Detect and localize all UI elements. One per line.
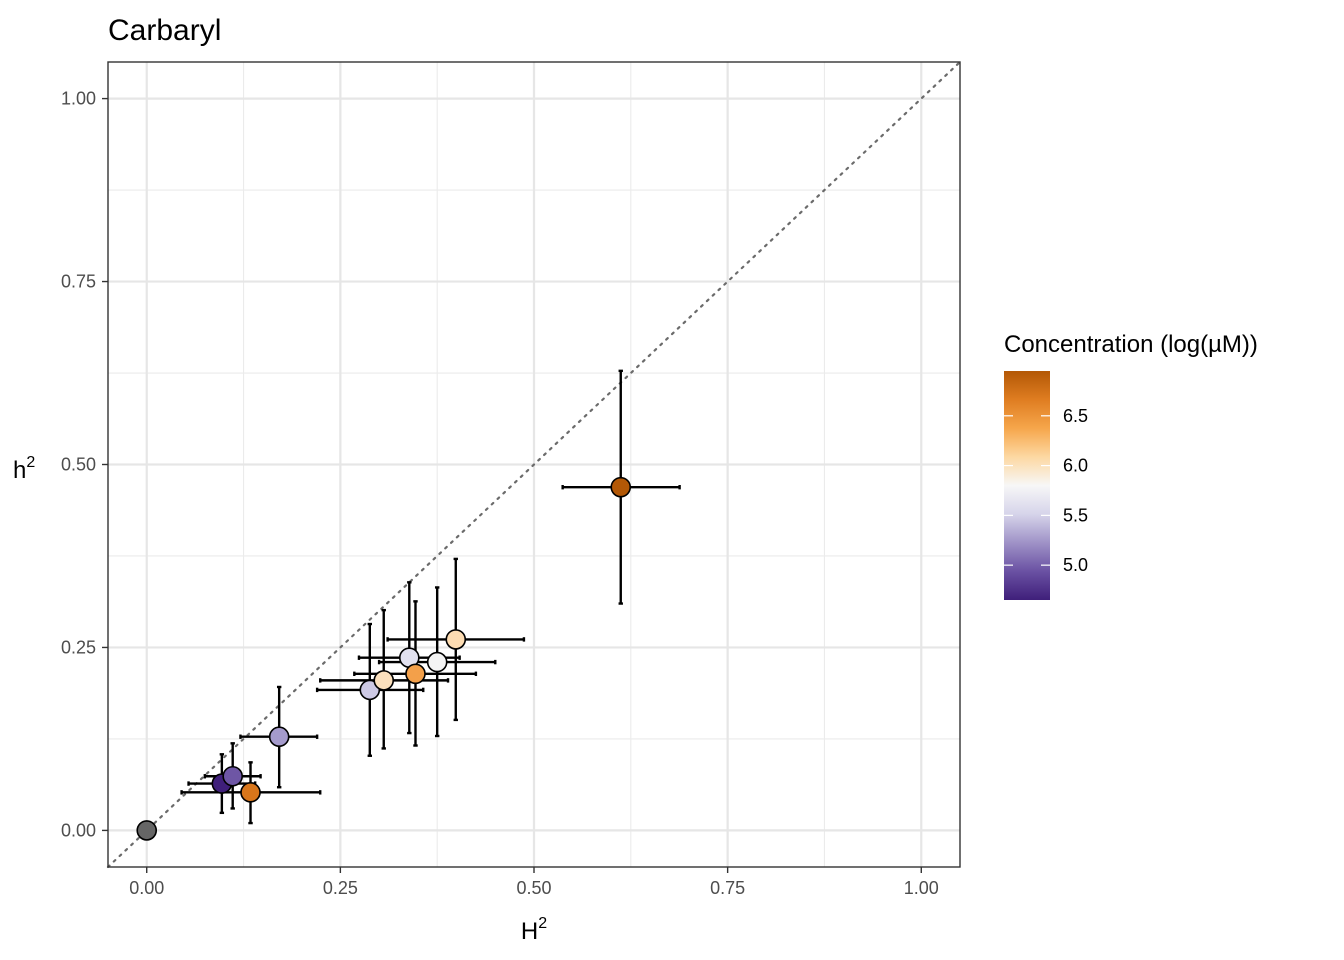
x-axis-title-superscript: 2 bbox=[538, 915, 547, 932]
data-point bbox=[610, 476, 632, 498]
y-axis-title-superscript: 2 bbox=[26, 454, 35, 471]
data-point bbox=[445, 629, 467, 650]
x-tick-label: 0.50 bbox=[516, 878, 551, 898]
data-point bbox=[268, 726, 290, 748]
y-tick-label: 0.25 bbox=[61, 637, 96, 657]
y-axis: 0.00 0.25 0.50 0.75 1.00 bbox=[61, 89, 108, 840]
x-axis: 0.00 0.25 0.50 0.75 1.00 bbox=[129, 867, 939, 898]
data-points bbox=[136, 476, 632, 841]
y-tick-label: 1.00 bbox=[61, 89, 96, 109]
legend-tick-label: 5.0 bbox=[1063, 555, 1088, 575]
y-tick-label: 0.00 bbox=[61, 820, 96, 840]
x-tick-label: 0.25 bbox=[323, 878, 358, 898]
y-tick-label: 0.50 bbox=[61, 455, 96, 475]
legend-tick-label: 6.0 bbox=[1063, 456, 1088, 476]
chart-title: Carbaryl bbox=[108, 14, 221, 47]
x-tick-label: 0.00 bbox=[129, 878, 164, 898]
identity-reference-line bbox=[106, 60, 962, 869]
legend-colorbar bbox=[1004, 371, 1050, 600]
y-tick-label: 0.75 bbox=[61, 272, 96, 292]
legend-ticks: 5.0 5.5 6.0 6.5 bbox=[1004, 406, 1088, 575]
legend-tick-label: 5.5 bbox=[1063, 505, 1088, 525]
data-point bbox=[136, 820, 158, 841]
x-tick-label: 0.75 bbox=[710, 878, 745, 898]
y-axis-title: h2 bbox=[13, 454, 35, 484]
data-point bbox=[359, 679, 381, 701]
legend-title: Concentration (log(µM)) bbox=[1004, 331, 1258, 358]
x-axis-title: H2 bbox=[521, 915, 547, 945]
x-tick-label: 1.00 bbox=[904, 878, 939, 898]
plot-panel bbox=[106, 60, 962, 869]
data-point bbox=[405, 663, 426, 685]
data-point bbox=[373, 670, 395, 691]
data-point bbox=[240, 782, 261, 803]
color-legend: Concentration (log(µM)) 5.0 5.5 6.0 6.5 bbox=[1004, 331, 1258, 600]
data-point bbox=[222, 765, 244, 787]
y-axis-title-main: h bbox=[13, 457, 26, 484]
x-axis-title-main: H bbox=[521, 918, 538, 945]
data-point bbox=[426, 651, 448, 673]
legend-tick-label: 6.5 bbox=[1063, 406, 1088, 426]
